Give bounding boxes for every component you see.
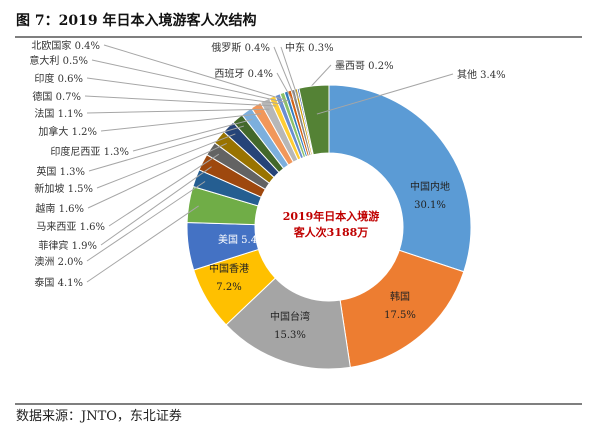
leader-line	[316, 73, 454, 115]
slice-label: 中国香港	[209, 262, 249, 275]
slice-label: 印度 0.6%	[34, 72, 83, 85]
leader-line	[84, 95, 277, 107]
slice-label: 马来西亚 1.6%	[36, 221, 105, 233]
slice-label: 英国 1.3%	[36, 165, 85, 178]
slice-中国内地	[328, 84, 472, 273]
leader-line	[103, 44, 290, 102]
slice-label: 印度尼西亚 1.3%	[50, 145, 129, 158]
title-rule	[15, 36, 582, 38]
leader-line	[91, 59, 286, 103]
slice-韩国	[339, 249, 465, 368]
slice-value: 15.3%	[274, 330, 306, 341]
leader-line	[132, 118, 253, 152]
slice-value: 7.2%	[216, 282, 241, 293]
slice-label: 德国 0.7%	[32, 90, 81, 103]
leader-line	[87, 143, 227, 209]
slice-label: 加拿大 1.2%	[38, 125, 97, 138]
slice-value: 30.1%	[414, 200, 446, 211]
slice-label: 俄罗斯 0.4%	[211, 41, 270, 54]
slice-label: 墨西哥 0.2%	[335, 60, 394, 72]
slice-label: 泰国 4.1%	[34, 276, 83, 289]
slice-label: 中国内地	[410, 180, 450, 193]
slice-label: 澳洲 2.0%	[34, 255, 83, 268]
slice-label: 新加坡 1.5%	[34, 182, 93, 195]
slice-label: 北欧国家 0.4%	[31, 39, 100, 52]
leader-line	[273, 46, 296, 100]
leader-line	[276, 72, 293, 101]
leader-line	[86, 181, 206, 262]
slice-label: 中东 0.3%	[285, 41, 334, 54]
leader-line	[280, 46, 299, 99]
slice-label: 意大利 0.5%	[29, 54, 88, 67]
slice-label: 美国 5.4%	[218, 233, 267, 246]
leader-line	[86, 205, 199, 283]
figure-title: 图 7：2019 年日本入境游客人次结构	[16, 13, 257, 29]
center-label: 客人次3188万	[293, 225, 369, 239]
center-label: 2019年日本入境游	[283, 209, 380, 223]
slice-其他	[298, 84, 330, 156]
leader-line	[96, 133, 236, 189]
slice-label: 其他 3.4%	[457, 68, 506, 81]
slice-label: 韩国	[390, 290, 410, 303]
leader-line	[100, 113, 262, 132]
source-note: 数据来源：JNTO，东北证券	[16, 409, 182, 424]
leader-line	[100, 166, 212, 246]
leader-line	[86, 77, 282, 105]
slice-label: 菲律宾 1.9%	[38, 239, 97, 252]
slice-label: 越南 1.6%	[35, 202, 84, 215]
leader-line	[86, 108, 270, 114]
leader-line	[88, 125, 245, 172]
leader-line	[108, 153, 220, 227]
slice-value: 17.5%	[384, 310, 416, 321]
slice-label: 西班牙 0.4%	[214, 68, 273, 80]
slice-label: 法国 1.1%	[34, 107, 83, 120]
slice-label: 中国台湾	[270, 310, 310, 323]
source-rule	[15, 403, 582, 405]
